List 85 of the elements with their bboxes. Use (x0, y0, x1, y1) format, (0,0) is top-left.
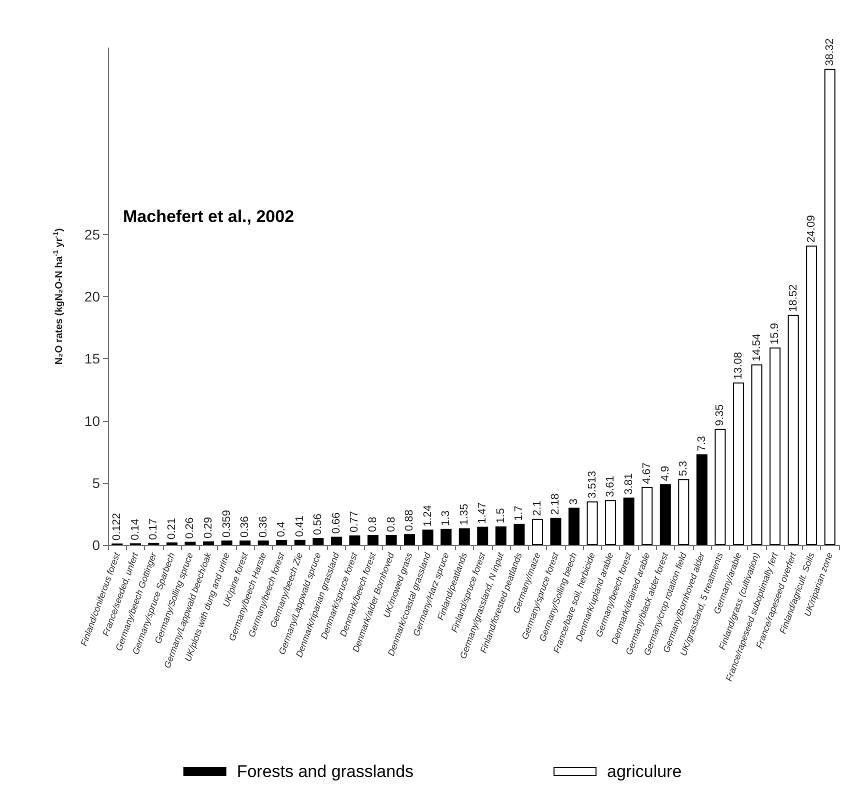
data-label: 3 (568, 498, 580, 505)
bar (422, 530, 434, 545)
legend-label: Forests and grasslands (236, 762, 414, 781)
data-label: 1.3 (440, 510, 452, 526)
data-label: 14.54 (750, 334, 763, 362)
y-tick-label: 5 (92, 474, 100, 491)
y-tick-label: 0 (92, 537, 100, 553)
bar (258, 540, 269, 545)
data-label: 1.47 (476, 502, 489, 524)
bar (240, 540, 251, 545)
data-label: 0.77 (348, 511, 361, 532)
bar (367, 535, 378, 545)
data-label: 0.122 (111, 512, 124, 540)
data-label: 9.35 (714, 404, 726, 426)
data-label: 2.1 (531, 500, 544, 516)
data-label: 0.21 (166, 518, 178, 540)
data-label: 1.24 (422, 505, 434, 527)
y-tick-label: 15 (84, 350, 100, 367)
data-label: 1.5 (494, 508, 507, 524)
bar (514, 524, 525, 545)
data-label: 1.7 (513, 506, 526, 521)
bar (623, 498, 634, 545)
bar (824, 68, 836, 545)
bar (806, 246, 818, 545)
bar (294, 540, 306, 545)
bar (678, 479, 690, 545)
data-label: 38.32 (824, 38, 836, 66)
data-label: 0.29 (202, 516, 215, 538)
data-label: 3.61 (604, 476, 617, 498)
data-label: 0.36 (239, 516, 252, 538)
data-label: 1.35 (458, 504, 470, 526)
bar (770, 347, 781, 545)
bar (732, 382, 744, 545)
data-label: 7.3 (696, 436, 708, 452)
data-label: 0.17 (148, 518, 160, 540)
data-label: 0.8 (366, 516, 379, 532)
data-label: 2.18 (550, 493, 562, 515)
data-label: 3.81 (622, 473, 635, 495)
data-label: 24.09 (806, 215, 818, 243)
bar (184, 542, 196, 545)
data-label: 0.26 (184, 517, 196, 539)
data-label: 4.67 (641, 462, 654, 484)
data-label: 0.88 (404, 510, 416, 532)
bar (440, 528, 452, 545)
bar (751, 364, 762, 545)
y-tick-label: 20 (84, 288, 100, 304)
data-label: 0.66 (330, 512, 342, 534)
bar (221, 540, 232, 545)
data-label: 0.56 (312, 514, 324, 536)
data-label: 13.08 (732, 352, 744, 380)
data-label: 4.9 (659, 466, 672, 482)
bar (642, 486, 653, 545)
bar (568, 508, 580, 545)
data-label: 0.359 (220, 510, 233, 538)
bar (605, 500, 616, 545)
bar (586, 501, 598, 545)
bar (404, 534, 416, 545)
bar (696, 454, 708, 545)
bar (458, 528, 470, 545)
data-label: 0.41 (294, 515, 306, 537)
bar (203, 541, 214, 545)
data-label: 3.513 (586, 470, 598, 498)
bar (660, 484, 671, 545)
legend-label: agriculure (607, 762, 682, 781)
bar (312, 538, 324, 545)
bar (276, 540, 288, 545)
bar (532, 518, 543, 545)
data-label: 15.9 (769, 323, 782, 344)
bar (349, 535, 360, 545)
bar (477, 526, 488, 545)
data-label: 18.52 (787, 284, 800, 312)
y-tick-label: 25 (84, 226, 100, 242)
annotation: Machefert et al., 2002 (123, 207, 294, 226)
bar (386, 535, 397, 545)
bar (330, 536, 342, 545)
y-tick-label: 10 (84, 412, 100, 429)
data-label: 5.3 (678, 460, 690, 476)
data-label: 0.36 (257, 516, 270, 538)
data-label: 0.14 (129, 518, 142, 540)
bar (550, 518, 562, 545)
data-label: 0.4 (276, 522, 288, 538)
bar (495, 526, 506, 545)
data-label: 0.8 (385, 516, 398, 532)
bar (788, 314, 799, 545)
bar (714, 428, 726, 545)
